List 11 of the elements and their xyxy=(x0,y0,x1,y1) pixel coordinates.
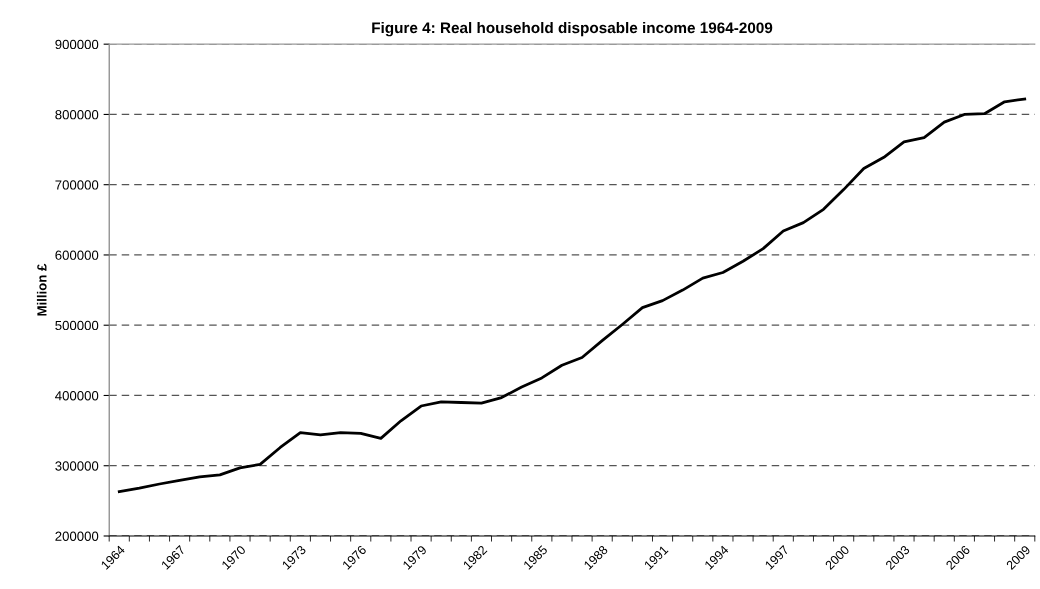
y-tick-label: 500000 xyxy=(55,320,99,331)
y-axis-title: Million £ xyxy=(36,263,47,316)
y-tick-label: 300000 xyxy=(55,461,99,471)
y-tick-label: 900000 xyxy=(55,39,99,50)
line-series xyxy=(117,97,1027,494)
y-tick-label: 400000 xyxy=(55,391,99,401)
y-tick-label: 600000 xyxy=(55,250,99,260)
y-tick-label: 700000 xyxy=(55,180,99,190)
y-tick-label: 200000 xyxy=(55,531,99,541)
chart-title: Figure 4: Real household disposable income 1964-2009 xyxy=(372,21,773,37)
y-tick-label: 800000 xyxy=(55,110,99,120)
